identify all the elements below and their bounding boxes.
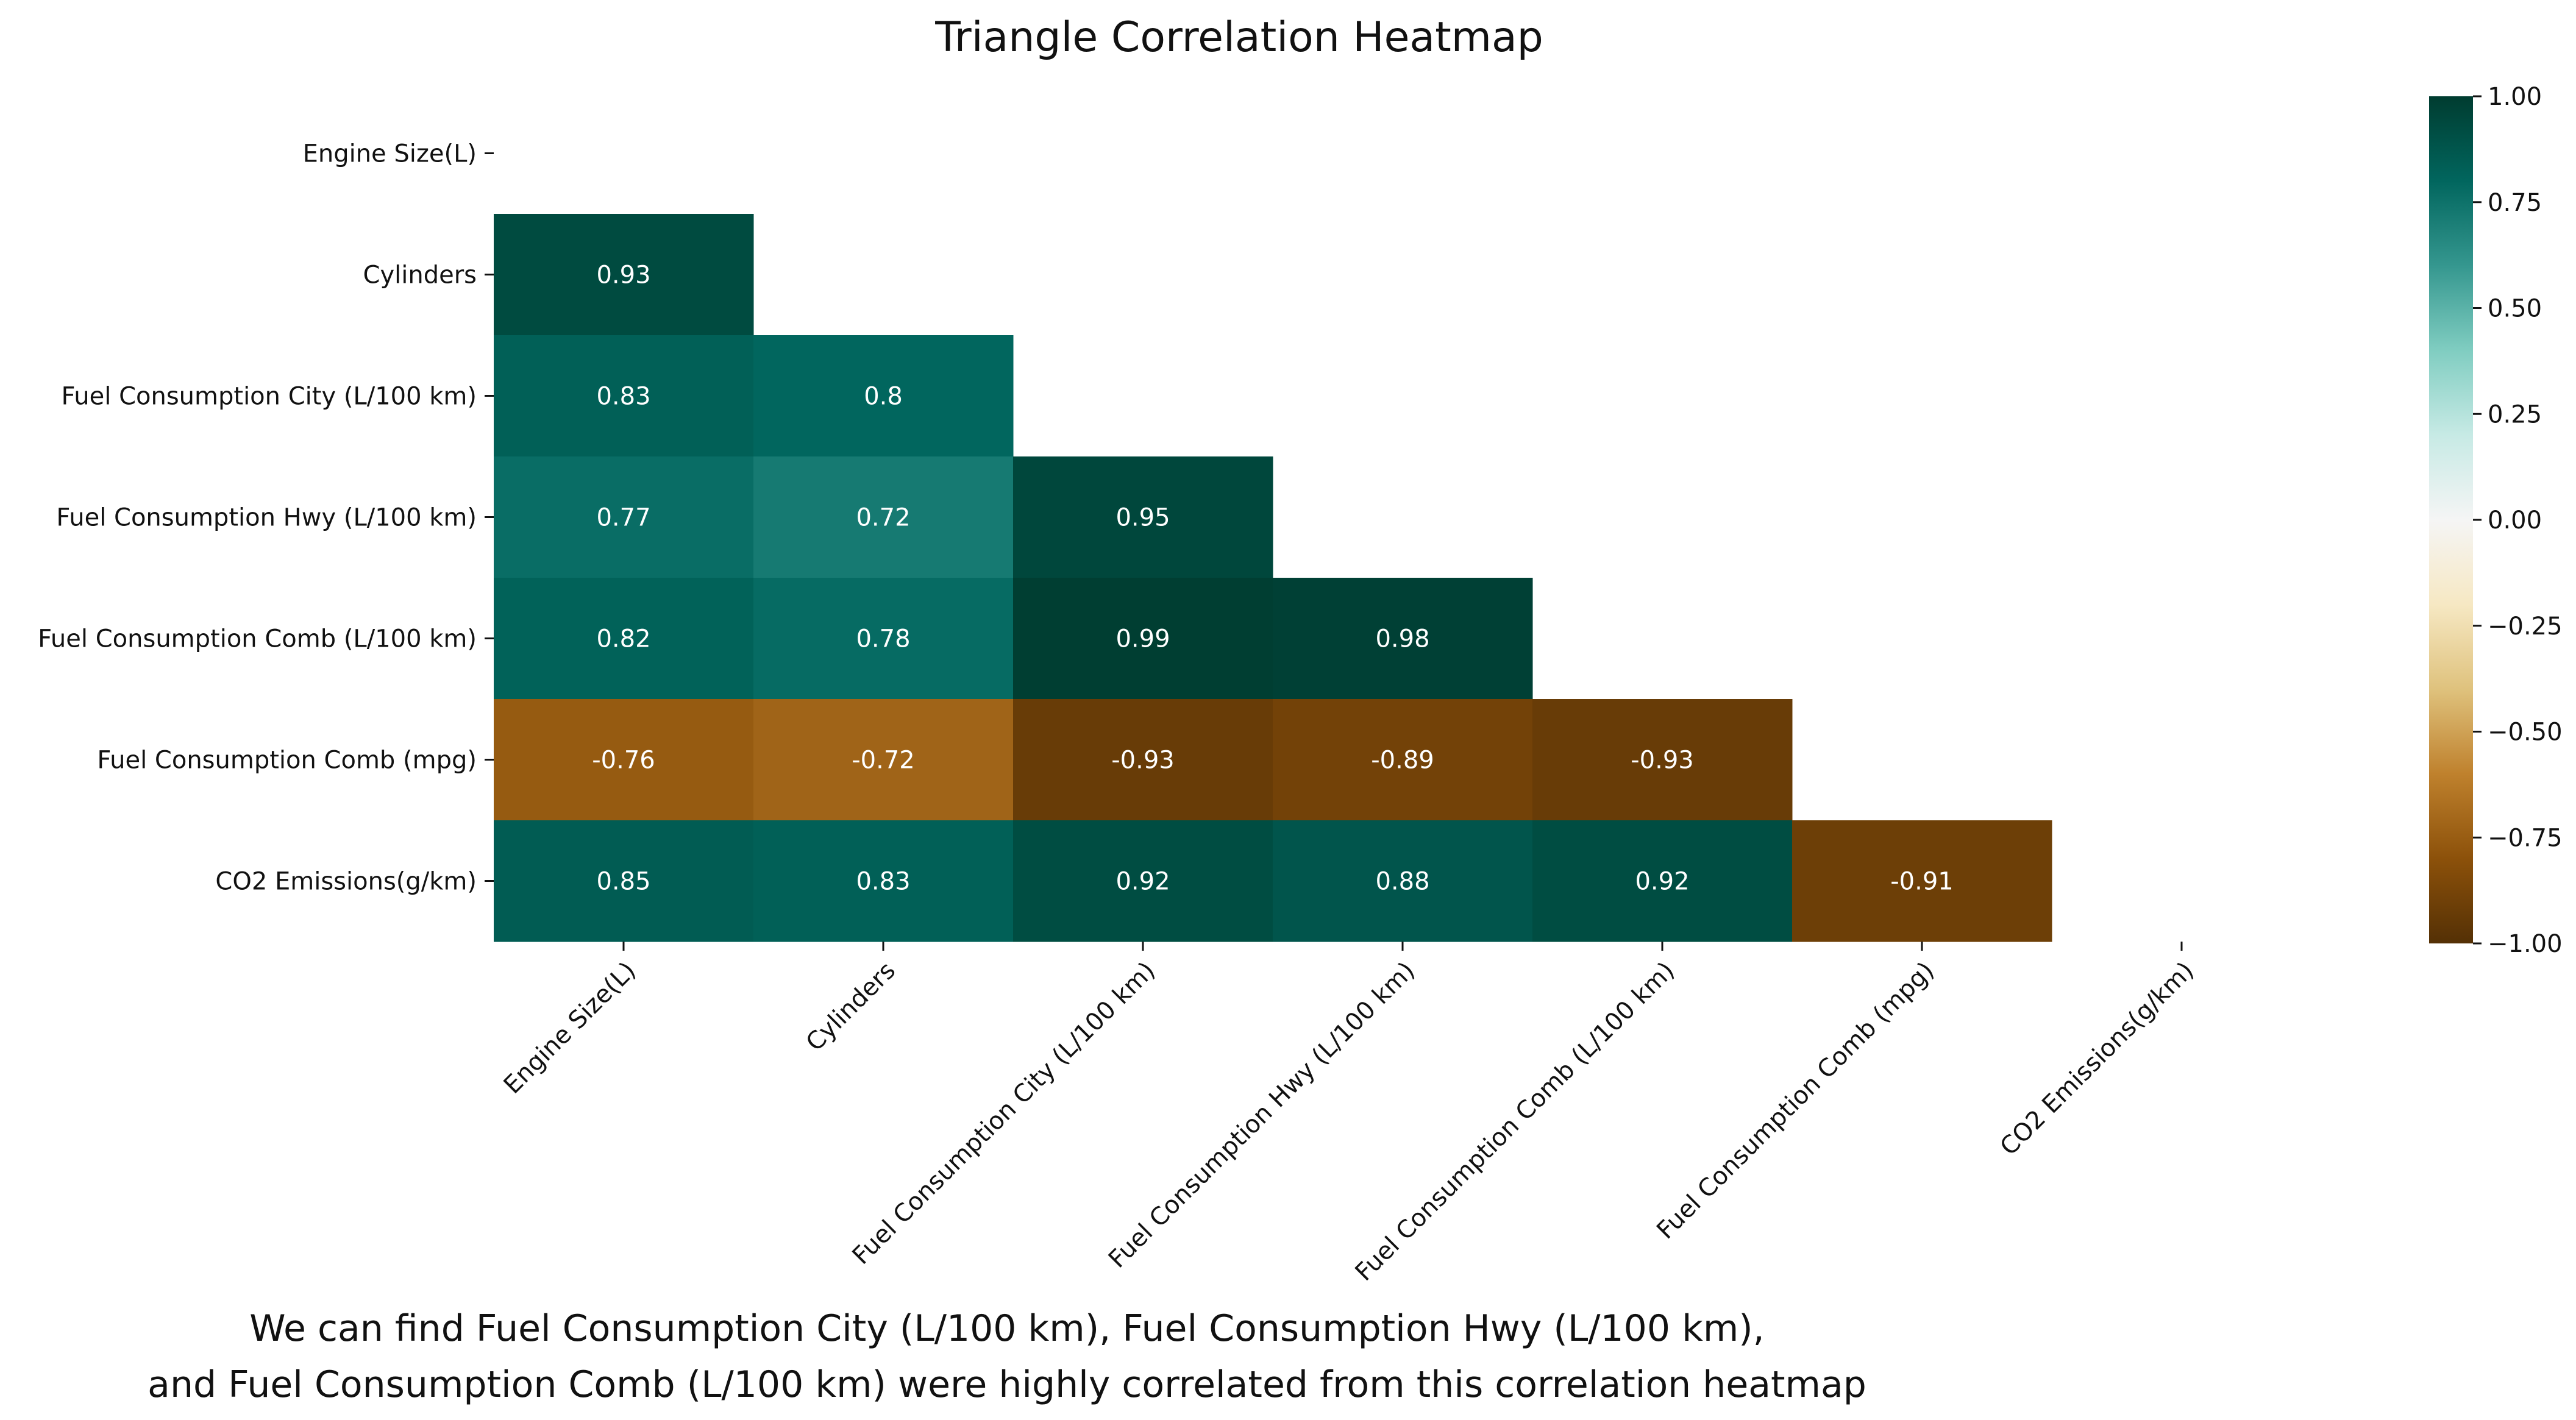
x-tick-label: Fuel Consumption Comb (mpg) [1651, 957, 1940, 1245]
chart-title: Triangle Correlation Heatmap [934, 13, 1543, 62]
colorbar-tick-label: −0.25 [2488, 612, 2563, 641]
y-tick-label: Fuel Consumption Comb (L/100 km) [38, 625, 477, 653]
cell-value-label: 0.77 [596, 504, 650, 532]
cell-value-label: 0.99 [1115, 625, 1170, 653]
colorbar-tick-label: 0.25 [2488, 400, 2542, 428]
heatmap-cell [753, 699, 1014, 821]
colorbar-tick-label: 1.00 [2488, 83, 2542, 111]
cell-value-label: -0.91 [1890, 868, 1954, 896]
heatmap-cells: 0.93 0.83 0.8 0.77 0.72 0.95 0.82 0.78 0.99 0.98 -… [494, 214, 2052, 942]
x-tick-label: Fuel Consumption Hwy (L/100 km) [1103, 957, 1420, 1274]
cell-value-label: -0.89 [1371, 747, 1434, 775]
heatmap-cell [1013, 578, 1273, 700]
cell-value-label: 0.85 [596, 868, 650, 896]
cell-value-label: 0.83 [856, 868, 910, 896]
colorbar-ticks: 1.00 0.75 0.50 0.25 0.00 −0.25 −0.50 −0.75 −1.00 [2473, 83, 2563, 958]
cell-value-label: 0.92 [1635, 868, 1689, 896]
heatmap-cell [494, 699, 754, 821]
heatmap-cell [753, 456, 1014, 578]
colorbar-tick-label: 0.75 [2488, 189, 2542, 217]
x-tick-label: Fuel Consumption City (L/100 km) [847, 957, 1161, 1270]
colorbar-gradient [2429, 96, 2473, 943]
cell-value-label: 0.72 [856, 504, 910, 532]
y-tick-label: CO2 Emissions(g/km) [215, 868, 477, 896]
caption-line-1: We can find Fuel Consumption City (L/100… [249, 1307, 1765, 1350]
cell-value-label: 0.93 [596, 261, 650, 289]
heatmap-cell [753, 335, 1014, 457]
cell-value-label: -0.93 [1111, 747, 1175, 775]
heatmap-cell [1013, 699, 1273, 821]
caption-line-2: and Fuel Consumption Comb (L/100 km) wer… [148, 1363, 1866, 1406]
y-tick-label: Fuel Consumption Comb (mpg) [97, 747, 477, 775]
x-tick-label: CO2 Emissions(g/km) [1994, 957, 2199, 1162]
heatmap-cell [1273, 820, 1533, 942]
cell-value-label: 0.8 [864, 383, 903, 411]
heatmap-cell [1273, 578, 1533, 700]
cell-value-label: -0.72 [852, 747, 915, 775]
heatmap-cell [753, 578, 1014, 700]
x-tick-label: Cylinders [801, 957, 901, 1057]
heatmap-cell [494, 820, 754, 942]
heatmap-cell [1532, 699, 1793, 821]
colorbar-tick-label: 0.50 [2488, 295, 2542, 323]
cell-value-label: -0.76 [592, 747, 655, 775]
cell-value-label: 0.83 [596, 383, 650, 411]
x-tick-label: Fuel Consumption Comb (L/100 km) [1350, 957, 1681, 1287]
heatmap-cell [494, 578, 754, 700]
x-tick-label: Engine Size(L) [499, 957, 641, 1099]
y-tick-label: Engine Size(L) [303, 140, 477, 168]
heatmap-cell [494, 456, 754, 578]
y-tick-label: Fuel Consumption Hwy (L/100 km) [56, 504, 477, 532]
heatmap-cell [1273, 699, 1533, 821]
heatmap-cell [753, 820, 1014, 942]
colorbar-tick-label: −1.00 [2488, 930, 2563, 958]
heatmap-cell [1532, 820, 1793, 942]
cell-value-label: 0.78 [856, 625, 910, 653]
cell-value-label: 0.88 [1375, 868, 1429, 896]
cell-value-label: 0.98 [1375, 625, 1429, 653]
heatmap-cell [494, 214, 754, 336]
cell-value-label: 0.82 [596, 625, 650, 653]
y-axis: Engine Size(L) Cylinders Fuel Consumption … [38, 140, 494, 896]
colorbar-tick-label: −0.75 [2488, 824, 2563, 852]
heatmap-cell [1792, 820, 2052, 942]
heatmap-cell [494, 335, 754, 457]
heatmap-cell [1013, 456, 1273, 578]
colorbar-tick-label: 0.00 [2488, 506, 2542, 534]
y-tick-label: Fuel Consumption City (L/100 km) [61, 383, 477, 411]
colorbar-tick-label: −0.50 [2488, 719, 2563, 747]
cell-value-label: 0.92 [1115, 868, 1170, 896]
cell-value-label: -0.93 [1631, 747, 1694, 775]
y-tick-label: Cylinders [363, 261, 477, 289]
heatmap-cell [1013, 820, 1273, 942]
colorbar: 1.00 0.75 0.50 0.25 0.00 −0.25 −0.50 −0.75 −1.00 [2429, 83, 2563, 958]
cell-value-label: 0.95 [1115, 504, 1170, 532]
